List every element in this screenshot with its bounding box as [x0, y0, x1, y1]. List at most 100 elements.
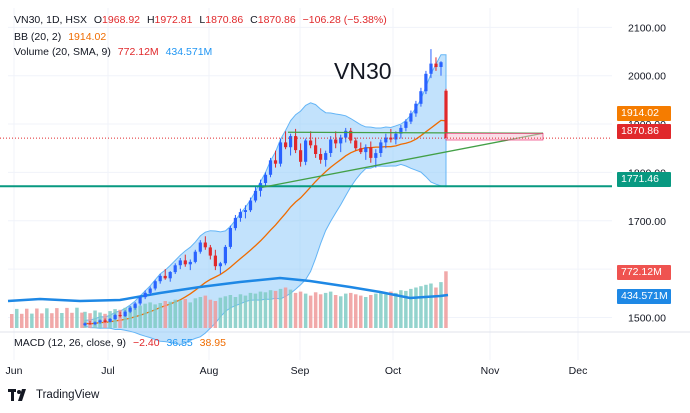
bb-value: 1914.02: [68, 31, 107, 43]
candle-body: [268, 160, 273, 175]
candle-body: [238, 212, 242, 218]
candle-body: [188, 261, 192, 265]
volume-bar: [193, 298, 198, 328]
triangle-lower-line: [261, 132, 544, 189]
candle-body: [294, 136, 298, 151]
volume-bar: [293, 292, 298, 328]
macd-legend[interactable]: MACD (12, 26, close, 9) −2.40 36.55 38.9…: [14, 337, 226, 349]
candle: [424, 70, 428, 95]
candle-body: [399, 127, 403, 134]
candle: [444, 88, 448, 139]
volume-bar: [283, 287, 288, 328]
volume-bar: [173, 299, 177, 328]
candle-body: [213, 255, 217, 267]
candle: [354, 137, 358, 151]
candle-body: [273, 160, 278, 164]
volume-bar: [344, 293, 348, 328]
support-price-tag: 1771.46: [617, 172, 671, 187]
candle: [223, 244, 227, 266]
footer-brand[interactable]: TradingView: [8, 389, 99, 401]
volume-sma-line: [7, 276, 449, 303]
volume-bar: [263, 292, 268, 328]
candle-body: [329, 139, 333, 153]
volume-bar: [298, 291, 303, 328]
volume-bar: [444, 271, 448, 328]
close-label: C: [250, 14, 258, 26]
candle: [263, 172, 268, 187]
volume-bar: [80, 312, 84, 328]
volume-bar: [258, 291, 263, 328]
candle: [324, 150, 328, 167]
x-tick-label: Nov: [481, 365, 500, 377]
candle: [359, 142, 363, 155]
high-label: H: [146, 14, 155, 26]
candle: [364, 144, 368, 160]
candle-body: [289, 136, 293, 148]
volume-bar: [118, 309, 122, 328]
candle: [309, 131, 313, 149]
candle: [213, 249, 217, 271]
volume-bar: [238, 294, 243, 328]
volume-bar: [288, 289, 293, 328]
volume-bar: [253, 293, 258, 328]
volume-value: 772.12M: [117, 46, 159, 58]
candle-body: [384, 137, 388, 143]
candle: [273, 150, 278, 168]
candle: [248, 197, 253, 213]
volume-bar: [374, 293, 378, 328]
candle-body: [299, 150, 303, 162]
candle: [344, 127, 348, 143]
volume-bar: [223, 296, 228, 328]
brand-name: TradingView: [36, 389, 100, 401]
x-tick-label: Aug: [200, 365, 219, 377]
candle: [384, 133, 388, 149]
candle: [188, 259, 192, 271]
candle: [253, 186, 258, 203]
candle: [208, 244, 212, 260]
candle-body: [243, 210, 247, 212]
bb-legend[interactable]: BB (20, 2) 1914.02: [14, 31, 106, 43]
candle: [193, 249, 197, 264]
low-label: L: [199, 14, 206, 26]
candle: [138, 295, 142, 306]
volume-bar: [228, 295, 233, 328]
candle-body: [133, 303, 137, 308]
candle: [113, 313, 117, 320]
symbol-label: VN30, 1D, HSX: [14, 14, 87, 26]
candle-body: [324, 153, 328, 160]
macd-hist-value: 38.95: [199, 337, 226, 349]
y-tick-label: 1700.00: [628, 216, 666, 228]
candle-body: [88, 323, 92, 325]
volume-bar: [70, 312, 74, 328]
candle-body: [409, 113, 413, 122]
last-price-tag: 1870.86: [617, 124, 671, 139]
volume-bar: [424, 284, 428, 328]
candle: [243, 205, 247, 219]
candle-body: [429, 63, 433, 74]
candle: [233, 214, 237, 231]
candle-body: [374, 153, 378, 158]
volume-bar: [233, 297, 238, 328]
volume-bar: [364, 297, 368, 328]
candle-body: [434, 63, 438, 67]
volume-bar: [128, 306, 132, 328]
candle: [98, 319, 102, 324]
open-value: 1968.92: [102, 14, 141, 26]
candle: [319, 148, 323, 164]
candle-body: [138, 297, 142, 304]
candle-body: [344, 130, 348, 138]
candle: [439, 61, 443, 76]
candle: [198, 240, 202, 254]
volume-bar: [328, 291, 333, 328]
candle-body: [339, 137, 343, 144]
candle-body: [153, 281, 157, 289]
candle: [339, 134, 343, 153]
macd-value: −2.40: [132, 337, 160, 349]
volume-legend[interactable]: Volume (20, SMA, 9) 772.12M 434.571M: [14, 46, 212, 58]
candle: [284, 131, 288, 150]
candle-body: [304, 140, 308, 162]
candle-body: [98, 320, 102, 323]
candle: [173, 263, 177, 274]
candle-body: [123, 311, 127, 317]
